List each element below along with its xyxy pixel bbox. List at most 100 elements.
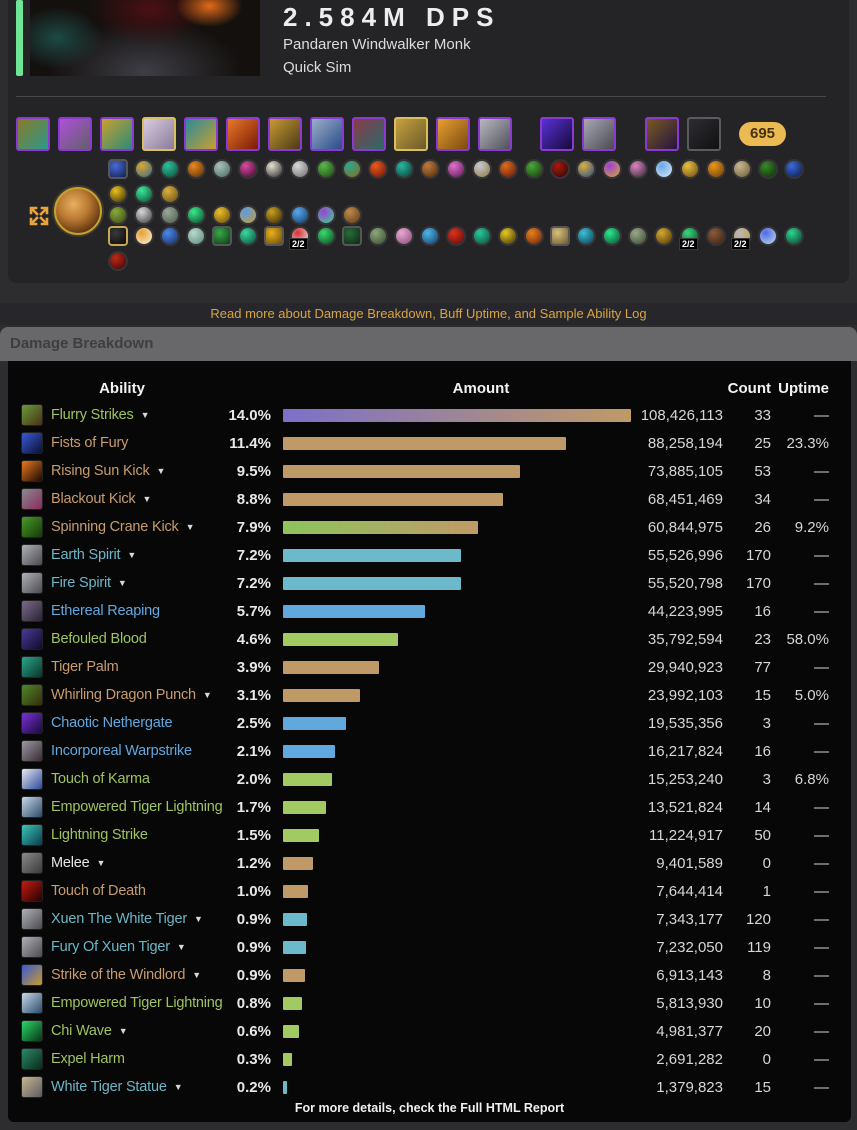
- buff-icon[interactable]: [706, 159, 726, 179]
- gear-head-icon[interactable]: [16, 117, 50, 151]
- chevron-down-icon[interactable]: ▼: [142, 494, 152, 504]
- chevron-down-icon[interactable]: ▼: [118, 1026, 128, 1036]
- ability-row[interactable]: Strike of the Windlord ▼ 0.9% 6,913,143 8 —: [8, 961, 851, 989]
- buff-icon[interactable]: [238, 205, 258, 225]
- chevron-down-icon[interactable]: ▼: [185, 522, 195, 532]
- ability-row[interactable]: Empowered Tiger Lightning 1.7% 13,521,824 1…: [8, 793, 851, 821]
- buff-icon[interactable]: [186, 159, 206, 179]
- gear-ring2-icon[interactable]: [478, 117, 512, 151]
- buff-icon[interactable]: [186, 226, 206, 246]
- buff-icon[interactable]: [212, 226, 232, 246]
- buff-icon[interactable]: [134, 159, 154, 179]
- buff-icon[interactable]: [238, 159, 258, 179]
- buff-icon[interactable]: [290, 205, 310, 225]
- gear-chest-icon[interactable]: [184, 117, 218, 151]
- ability-row[interactable]: Touch of Death 1.0% 7,644,414 1 —: [8, 877, 851, 905]
- buff-icon[interactable]: [654, 159, 674, 179]
- chevron-down-icon[interactable]: ▼: [156, 466, 166, 476]
- chevron-down-icon[interactable]: ▼: [117, 578, 127, 588]
- buff-icon[interactable]: [498, 159, 518, 179]
- buff-icon[interactable]: [446, 159, 466, 179]
- buff-icon[interactable]: [784, 226, 804, 246]
- buff-icon[interactable]: [290, 159, 310, 179]
- ability-row[interactable]: Melee ▼ 1.2% 9,401,589 0 —: [8, 849, 851, 877]
- chevron-down-icon[interactable]: ▼: [173, 1082, 183, 1092]
- buff-icon[interactable]: [550, 226, 570, 246]
- buff-icon[interactable]: [342, 159, 362, 179]
- buff-icon[interactable]: [108, 159, 128, 179]
- chevron-down-icon[interactable]: ▼: [96, 858, 106, 868]
- ability-row[interactable]: Expel Harm 0.3% 2,691,282 0 —: [8, 1045, 851, 1073]
- ability-row[interactable]: Befouled Blood 4.6% 35,792,594 23 58.0%: [8, 625, 851, 653]
- buff-icon[interactable]: [316, 226, 336, 246]
- ability-row[interactable]: Rising Sun Kick ▼ 9.5% 73,885,105 53 —: [8, 457, 851, 485]
- buff-icon[interactable]: [758, 226, 778, 246]
- buff-icon[interactable]: [264, 226, 284, 246]
- buff-icon[interactable]: [108, 251, 128, 271]
- chevron-down-icon[interactable]: ▼: [202, 690, 212, 700]
- ability-row[interactable]: Fists of Fury 11.4% 88,258,194 25 23.3%: [8, 429, 851, 457]
- buff-icon[interactable]: [498, 226, 518, 246]
- buff-icon[interactable]: [524, 226, 544, 246]
- ability-row[interactable]: Flurry Strikes ▼ 14.0% 108,426,113 33 —: [8, 401, 851, 429]
- buff-icon[interactable]: [342, 205, 362, 225]
- gear-legs-icon[interactable]: [352, 117, 386, 151]
- gear-offhand-icon[interactable]: [687, 117, 721, 151]
- ability-row[interactable]: Tiger Palm 3.9% 29,940,923 77 —: [8, 653, 851, 681]
- buff-icon[interactable]: [368, 159, 388, 179]
- buff-icon[interactable]: [368, 226, 388, 246]
- buff-icon[interactable]: [784, 159, 804, 179]
- buff-icon[interactable]: [342, 226, 362, 246]
- buff-icon[interactable]: [160, 159, 180, 179]
- buff-icon[interactable]: 2/2: [731, 226, 752, 250]
- ability-row[interactable]: Fire Spirit ▼ 7.2% 55,520,798 170 —: [8, 569, 851, 597]
- buff-icon[interactable]: [524, 159, 544, 179]
- ability-row[interactable]: Fury Of Xuen Tiger ▼ 0.9% 7,232,050 119 —: [8, 933, 851, 961]
- buff-icon[interactable]: [654, 226, 674, 246]
- buff-icon[interactable]: [420, 159, 440, 179]
- buff-icon[interactable]: [472, 159, 492, 179]
- buff-icon[interactable]: [316, 205, 336, 225]
- buff-icon[interactable]: [316, 159, 336, 179]
- gear-shoulders-icon[interactable]: [100, 117, 134, 151]
- gear-wrist-icon[interactable]: [226, 117, 260, 151]
- buff-icon[interactable]: [602, 159, 622, 179]
- character-avatar[interactable]: [54, 187, 102, 235]
- buff-icon[interactable]: [420, 226, 440, 246]
- buff-icon[interactable]: [394, 226, 414, 246]
- buff-icon[interactable]: [134, 205, 154, 225]
- gear-waist-icon[interactable]: [310, 117, 344, 151]
- buff-icon[interactable]: [212, 159, 232, 179]
- buff-icon[interactable]: [576, 159, 596, 179]
- gear-hands-icon[interactable]: [268, 117, 302, 151]
- buff-icon[interactable]: [108, 184, 128, 204]
- buff-icon[interactable]: [550, 159, 570, 179]
- ability-row[interactable]: Lightning Strike 1.5% 11,224,917 50 —: [8, 821, 851, 849]
- ability-row[interactable]: Empowered Tiger Lightning 0.8% 5,813,930 10…: [8, 989, 851, 1017]
- gear-trinket1-icon[interactable]: [540, 117, 574, 151]
- buff-icon[interactable]: [238, 226, 258, 246]
- read-more-link[interactable]: Read more about Damage Breakdown, Buff U…: [0, 303, 857, 325]
- buff-icon[interactable]: [706, 226, 726, 246]
- buff-icon[interactable]: [264, 205, 284, 225]
- buff-icon[interactable]: [160, 226, 180, 246]
- chevron-down-icon[interactable]: ▼: [193, 914, 203, 924]
- gear-mainhand-icon[interactable]: [645, 117, 679, 151]
- buff-icon[interactable]: [108, 226, 128, 246]
- buff-icon[interactable]: [134, 226, 154, 246]
- ability-row[interactable]: Ethereal Reaping 5.7% 44,223,995 16 —: [8, 597, 851, 625]
- buff-icon[interactable]: [160, 184, 180, 204]
- gear-back-icon[interactable]: [142, 117, 176, 151]
- buff-icon[interactable]: [186, 205, 206, 225]
- buff-icon[interactable]: [602, 226, 622, 246]
- buff-icon[interactable]: [160, 205, 180, 225]
- buff-icon[interactable]: [680, 159, 700, 179]
- chevron-down-icon[interactable]: ▼: [192, 970, 201, 980]
- ability-row[interactable]: Chaotic Nethergate 2.5% 19,535,356 3 —: [8, 709, 851, 737]
- gear-ring1-icon[interactable]: [436, 117, 470, 151]
- gear-trinket2-icon[interactable]: [582, 117, 616, 151]
- buff-icon[interactable]: [394, 159, 414, 179]
- buff-icon[interactable]: 2/2: [289, 226, 310, 250]
- chevron-down-icon[interactable]: ▼: [176, 942, 186, 952]
- ability-row[interactable]: Incorporeal Warpstrike 2.1% 16,217,824 16 —: [8, 737, 851, 765]
